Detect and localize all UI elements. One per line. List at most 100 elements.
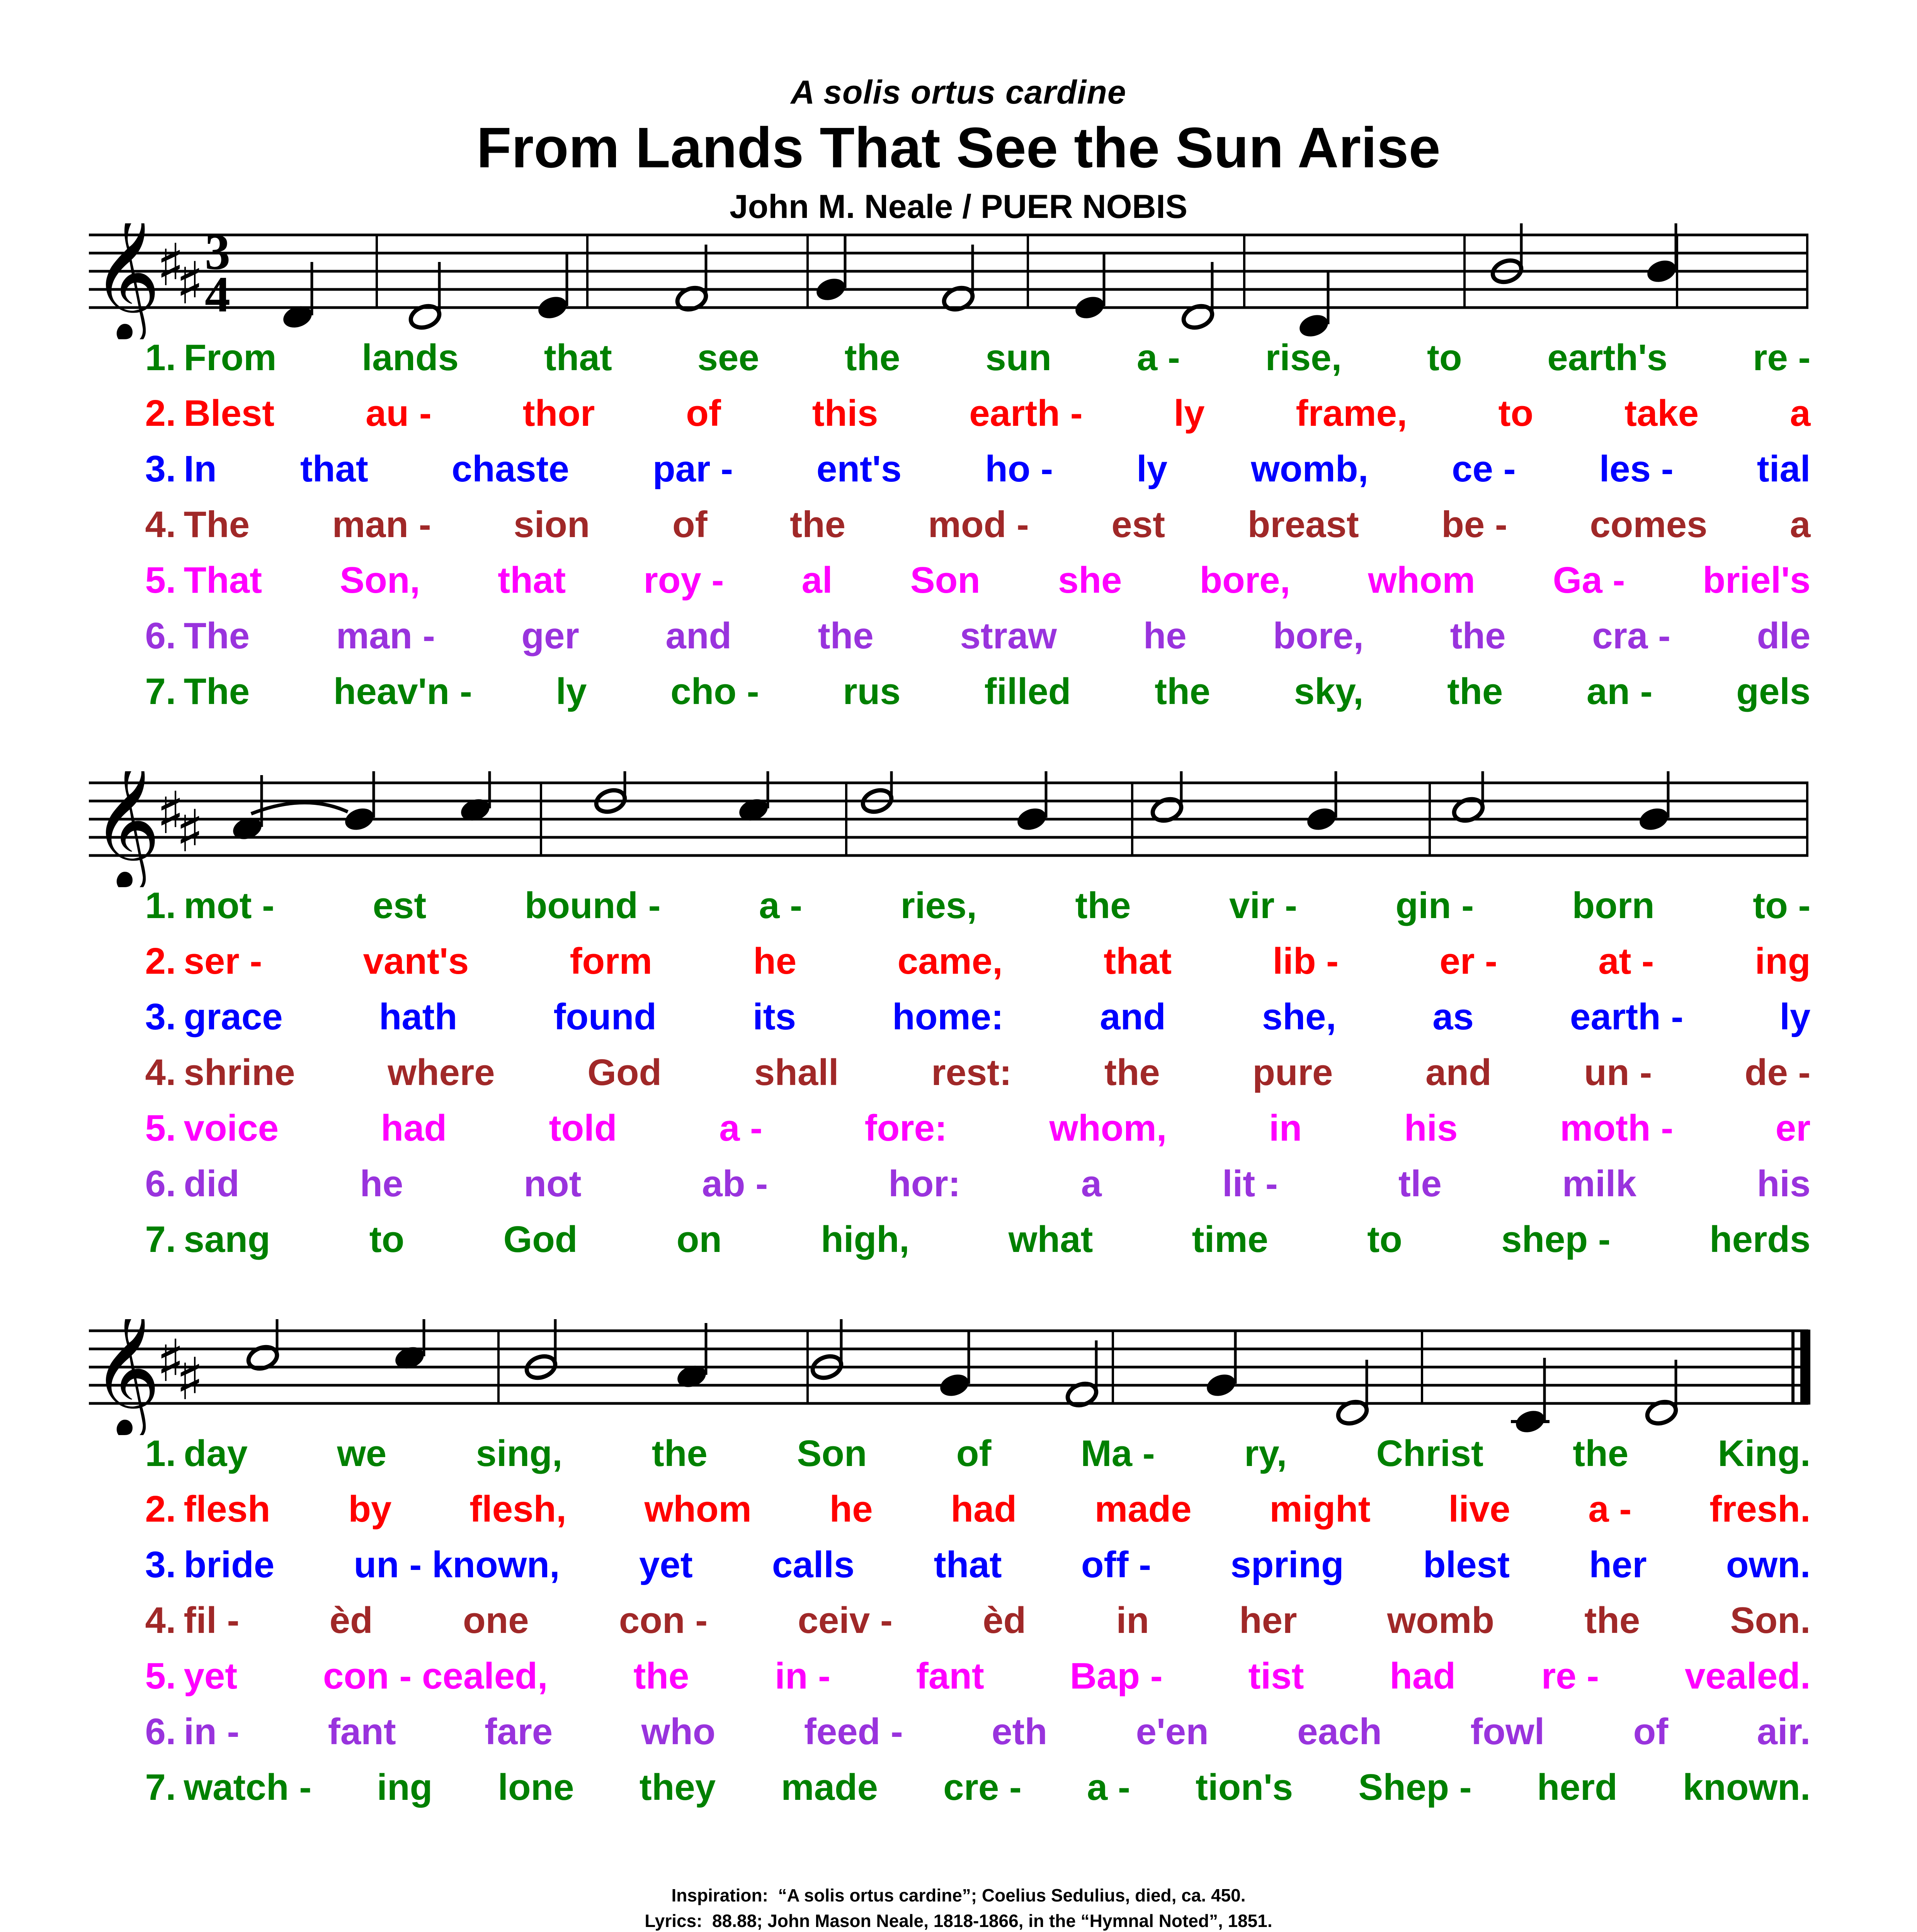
- lyric-syllable: God: [503, 1218, 578, 1260]
- lyric-syllable: she: [1058, 559, 1122, 601]
- lyric-syllable: not: [524, 1163, 582, 1204]
- lyric-syllable: comes: [1590, 503, 1708, 545]
- verse-number: 2.: [145, 940, 176, 982]
- lyric-syllable: did: [184, 1163, 240, 1204]
- barlines-1: [376, 235, 1808, 308]
- lyric-syllable: the: [651, 1432, 708, 1474]
- lyric-syllable: From: [184, 337, 277, 378]
- music-system-3: 𝄞 ♯ ♯: [0, 1319, 1917, 1825]
- lyric-syllable: womb: [1387, 1599, 1494, 1641]
- lyric-syllable: feed -: [804, 1711, 903, 1752]
- lyric-syllable: eth: [992, 1711, 1048, 1752]
- lyric-syllable: ser -: [184, 940, 262, 982]
- verse-number: 7.: [145, 670, 176, 712]
- lyric-syllable: home:: [892, 996, 1004, 1037]
- lyric-words: The man - ger and the straw he bore, the cra - dle: [184, 617, 1811, 655]
- lyric-syllable: earth -: [1570, 996, 1684, 1037]
- lyric-syllable: in: [1269, 1107, 1302, 1149]
- lyric-words: In that chaste par - ent's ho - ly womb, ce - les…: [184, 448, 1811, 490]
- lyric-syllable: made: [781, 1766, 878, 1808]
- note-quarter: [1017, 771, 1048, 830]
- lyric-syllable: found: [553, 996, 657, 1037]
- key-sharp-icon-2: ♯: [176, 250, 204, 317]
- lyric-syllable: they: [639, 1766, 716, 1808]
- note-half: [861, 771, 894, 814]
- note-quarter: [461, 771, 491, 821]
- lyric-syllable: whom: [644, 1488, 752, 1530]
- lyric-syllable: That: [184, 559, 262, 601]
- lyric-syllable: of: [686, 392, 721, 434]
- lyric-words: in - fant fare who feed - eth e'en each fowl of ai…: [184, 1713, 1811, 1750]
- lyric-syllable: sky,: [1294, 670, 1364, 712]
- note-half: [1065, 1340, 1099, 1407]
- key-sharp-icon-1: ♯: [156, 780, 185, 847]
- lyric-syllable: womb,: [1251, 448, 1369, 490]
- lyric-line-v1: 1. day we sing, the Son of Ma - ry, Christ the King…: [145, 1435, 1811, 1491]
- lyric-syllable: to -: [1753, 884, 1811, 926]
- lyric-words: The man - sion of the mod - est breast be - comes…: [184, 506, 1811, 543]
- lyric-words: fil - èd one con - ceiv - èd in her womb the Son.: [184, 1602, 1811, 1639]
- lyric-syllable: calls: [772, 1544, 855, 1585]
- lyric-syllable: The: [184, 615, 250, 656]
- lyric-words: day we sing, the Son of Ma - ry, Christ the King.: [184, 1435, 1811, 1472]
- staff-1: 𝄞 ♯ ♯ 3 4: [0, 223, 1917, 339]
- lyric-syllable: earth's: [1547, 337, 1668, 378]
- lyric-syllable: to: [1427, 337, 1462, 378]
- notes-3: [246, 1319, 1678, 1432]
- verse-number: 3.: [145, 1544, 176, 1585]
- lyric-syllable: cra -: [1592, 615, 1671, 656]
- lyric-syllable: ent's: [816, 448, 902, 490]
- lyric-syllable: God: [587, 1051, 662, 1093]
- lyric-syllable: con - cealed,: [323, 1655, 548, 1697]
- note-half: [1181, 262, 1214, 330]
- lyric-line-v7: 7. watch - ing lone they made cre - a - tion's Sh…: [145, 1769, 1811, 1825]
- lyric-syllable: milk: [1562, 1163, 1636, 1204]
- lyric-syllable: In: [184, 448, 217, 490]
- lyric-syllable: heav'n -: [333, 670, 472, 712]
- verse-number: 1.: [145, 884, 176, 926]
- lyric-syllable: take: [1624, 392, 1699, 434]
- note-quarter: [1647, 223, 1677, 282]
- lyric-syllable: fresh.: [1709, 1488, 1811, 1530]
- notes-2: [233, 771, 1670, 839]
- lyric-syllable: spring: [1230, 1544, 1344, 1585]
- lyric-syllable: ly: [556, 670, 587, 712]
- lyric-syllable: he: [753, 940, 797, 982]
- lyric-syllable: see: [697, 337, 759, 378]
- lyric-syllable: live: [1448, 1488, 1510, 1530]
- lyric-syllable: where: [388, 1051, 495, 1093]
- lyric-syllable: èd: [983, 1599, 1026, 1641]
- lyric-syllable: Son,: [340, 559, 420, 601]
- lyric-words: flesh by flesh, whom he had made might live a - fr…: [184, 1488, 1811, 1530]
- music-system-1: 𝄞 ♯ ♯ 3 4: [0, 223, 1917, 729]
- lyric-syllable: in -: [184, 1711, 240, 1752]
- lyric-syllable: shall: [754, 1051, 839, 1093]
- verse-number: 6.: [145, 1711, 176, 1752]
- lyric-syllable: he: [829, 1488, 873, 1530]
- barlines-3: [497, 1330, 1423, 1403]
- lyric-syllable: his: [1404, 1107, 1458, 1149]
- lyric-syllable: to: [369, 1218, 405, 1260]
- lyric-syllable: came,: [897, 940, 1003, 982]
- lyric-syllable: by: [348, 1488, 392, 1530]
- lyric-syllable: rest:: [931, 1051, 1012, 1093]
- lyric-syllable: born: [1572, 884, 1655, 926]
- lyric-syllable: The: [184, 503, 250, 545]
- lyric-syllable: time: [1192, 1218, 1269, 1260]
- music-system-2: 𝄞 ♯ ♯: [0, 771, 1917, 1277]
- note-quarter: [283, 262, 313, 328]
- lyric-syllable: had: [951, 1488, 1017, 1530]
- lyric-syllable: watch -: [184, 1766, 312, 1808]
- lyric-syllable: man -: [332, 503, 431, 545]
- notes-1: [283, 223, 1677, 337]
- lyric-syllable: the: [633, 1655, 689, 1697]
- lyric-syllable: a: [1081, 1163, 1102, 1204]
- lyric-syllable: tial: [1757, 448, 1811, 490]
- verse-number: 2.: [145, 392, 176, 434]
- lyric-syllable: this: [812, 392, 878, 434]
- staff-2: 𝄞 ♯ ♯: [0, 771, 1917, 887]
- note-quarter: [233, 775, 263, 839]
- credit-inspiration: Inspiration: “A solis ortus cardine”; Co…: [671, 1885, 1246, 1905]
- note-quarter: [345, 771, 375, 830]
- lyric-syllable: be -: [1441, 503, 1507, 545]
